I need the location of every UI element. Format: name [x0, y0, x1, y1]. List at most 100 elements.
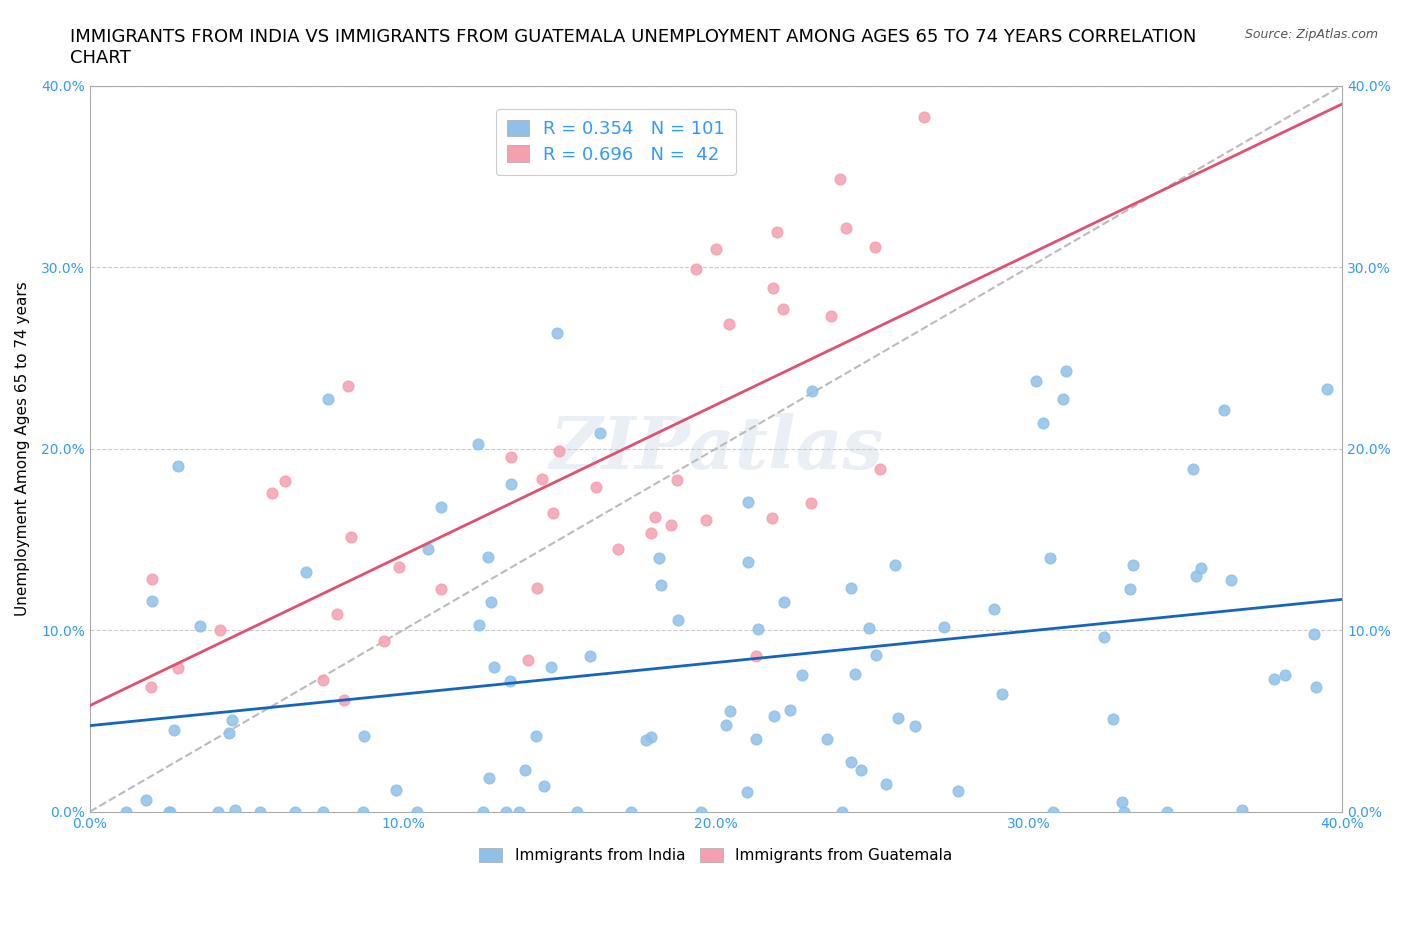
Point — [540, 659, 562, 674]
Point — [373, 633, 395, 648]
Point — [1122, 557, 1144, 572]
Point — [634, 732, 657, 747]
Text: ZIPatlas: ZIPatlas — [548, 413, 883, 485]
Point — [312, 673, 335, 688]
Point — [640, 729, 662, 744]
Text: Source: ZipAtlas.com: Source: ZipAtlas.com — [1244, 28, 1378, 41]
Point — [607, 542, 630, 557]
Point — [471, 804, 494, 819]
Point — [1274, 668, 1296, 683]
Point — [337, 379, 360, 394]
Point — [224, 803, 246, 817]
Point — [820, 308, 842, 323]
Point — [221, 712, 243, 727]
Point — [1111, 794, 1133, 809]
Point — [717, 317, 740, 332]
Point — [325, 606, 347, 621]
Point — [800, 384, 823, 399]
Point — [249, 804, 271, 819]
Point — [1156, 804, 1178, 819]
Point — [983, 602, 1005, 617]
Point — [1119, 581, 1142, 596]
Point — [620, 804, 643, 819]
Point — [1303, 627, 1326, 642]
Point — [644, 510, 666, 525]
Point — [735, 785, 758, 800]
Point — [294, 565, 316, 579]
Point — [157, 804, 180, 819]
Point — [1184, 569, 1206, 584]
Point — [991, 686, 1014, 701]
Point — [163, 723, 186, 737]
Point — [946, 784, 969, 799]
Point — [589, 426, 612, 441]
Point — [531, 472, 554, 486]
Point — [650, 578, 672, 592]
Point — [666, 613, 689, 628]
Point — [141, 593, 163, 608]
Legend: Immigrants from India, Immigrants from Guatemala: Immigrants from India, Immigrants from G… — [474, 842, 959, 870]
Point — [1102, 711, 1125, 726]
Point — [1094, 630, 1116, 644]
Point — [1212, 403, 1234, 418]
Point — [762, 709, 785, 724]
Point — [863, 239, 886, 254]
Point — [159, 804, 181, 819]
Point — [352, 804, 374, 819]
Point — [499, 450, 522, 465]
Point — [141, 679, 163, 694]
Point — [835, 221, 858, 236]
Text: IMMIGRANTS FROM INDIA VS IMMIGRANTS FROM GUATEMALA UNEMPLOYMENT AMONG AGES 65 TO: IMMIGRANTS FROM INDIA VS IMMIGRANTS FROM… — [70, 28, 1197, 67]
Point — [333, 693, 356, 708]
Point — [875, 777, 897, 791]
Point — [1305, 680, 1327, 695]
Point — [477, 770, 499, 785]
Point — [430, 500, 453, 515]
Y-axis label: Unemployment Among Ages 65 to 74 years: Unemployment Among Ages 65 to 74 years — [15, 281, 30, 616]
Point — [666, 472, 689, 487]
Point — [800, 496, 823, 511]
Point — [541, 505, 564, 520]
Point — [135, 792, 157, 807]
Point — [274, 473, 297, 488]
Point — [579, 648, 602, 663]
Point — [208, 622, 231, 637]
Point — [167, 660, 190, 675]
Point — [934, 619, 956, 634]
Point — [1219, 572, 1241, 587]
Point — [904, 719, 927, 734]
Point — [714, 718, 737, 733]
Point — [779, 703, 801, 718]
Point — [640, 525, 662, 540]
Point — [499, 673, 522, 688]
Point — [1189, 561, 1212, 576]
Point — [718, 703, 741, 718]
Point — [218, 725, 240, 740]
Point — [1054, 364, 1077, 379]
Point — [1025, 374, 1047, 389]
Point — [883, 558, 905, 573]
Point — [167, 458, 190, 473]
Point — [1230, 803, 1253, 817]
Point — [405, 804, 427, 819]
Point — [737, 494, 759, 509]
Point — [912, 110, 935, 125]
Point — [839, 580, 862, 595]
Point — [844, 667, 866, 682]
Point — [495, 804, 517, 819]
Point — [482, 659, 505, 674]
Point — [508, 804, 530, 819]
Point — [858, 621, 880, 636]
Point — [141, 571, 163, 586]
Point — [869, 462, 891, 477]
Point — [659, 518, 682, 533]
Point — [207, 804, 229, 819]
Point — [499, 476, 522, 491]
Point — [479, 595, 502, 610]
Point — [467, 618, 489, 632]
Point — [1042, 804, 1064, 819]
Point — [815, 731, 838, 746]
Point — [384, 782, 406, 797]
Point — [533, 778, 555, 793]
Point — [761, 511, 783, 525]
